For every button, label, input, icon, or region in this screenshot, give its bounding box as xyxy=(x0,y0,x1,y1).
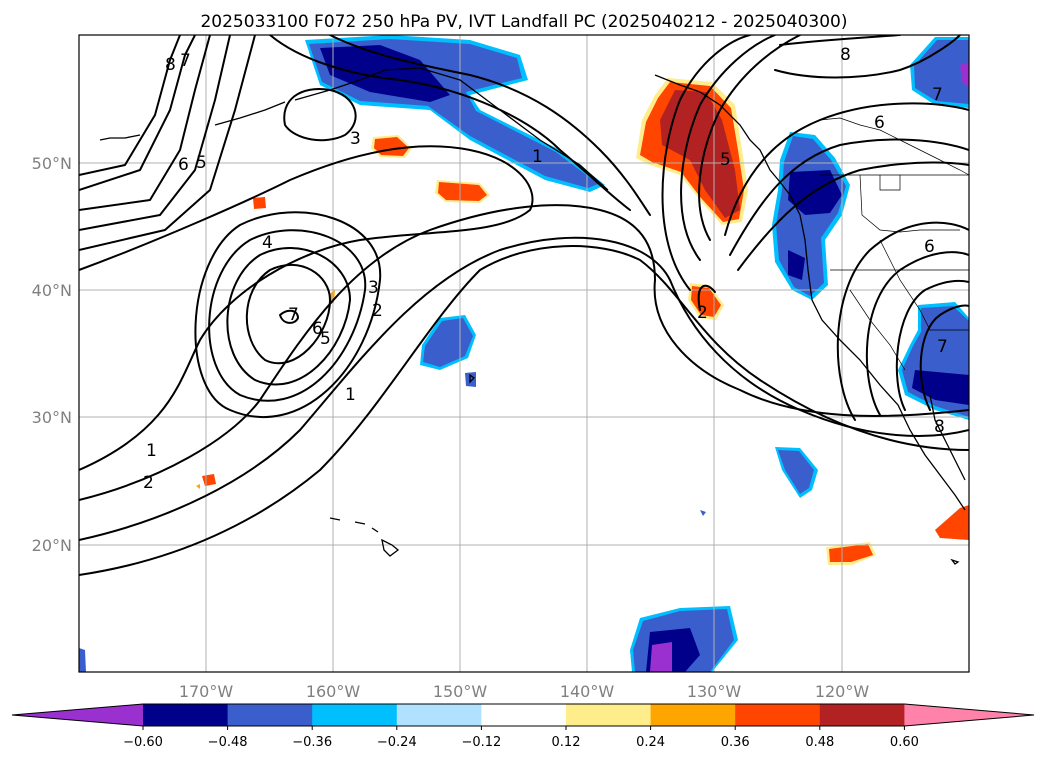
contour-label: 3 xyxy=(368,278,379,298)
colorbar-segment xyxy=(650,704,736,726)
colorbar-tick-label: −0.36 xyxy=(292,735,332,750)
map-gridlines xyxy=(79,35,969,672)
negative-anomaly-gulf-of-alaska xyxy=(305,35,605,192)
contour-label: 7 xyxy=(288,305,299,325)
contour-label: 5 xyxy=(720,150,731,170)
colorbar-tick-label: −0.24 xyxy=(377,735,417,750)
contour-label: 8 xyxy=(934,417,945,437)
contour-label: 5 xyxy=(196,153,207,173)
colorbar-extend-high xyxy=(904,704,1034,726)
colorbar-segment xyxy=(481,704,567,726)
colorbar-tick-label: −0.60 xyxy=(123,735,163,750)
longitude-labels: 170°W 160°W 150°W 140°W 130°W 120°W xyxy=(179,682,870,701)
contour-label: 3 xyxy=(350,129,361,149)
contour-label: 7 xyxy=(937,337,948,357)
negative-anomaly-us-west-coast xyxy=(772,132,850,300)
colorbar-segment xyxy=(566,704,652,726)
colorbar-segment xyxy=(227,704,313,726)
colorbar-segment xyxy=(312,704,398,726)
negative-anomaly-subtropical-east xyxy=(700,447,818,516)
colorbar-tick-label: 0.24 xyxy=(636,735,665,750)
contour-label: 7 xyxy=(932,85,943,105)
lat-label: 50°N xyxy=(32,154,72,173)
lon-label: 150°W xyxy=(433,682,488,701)
pc-shading xyxy=(79,35,969,672)
lon-label: 120°W xyxy=(815,682,870,701)
contour-label: 7 xyxy=(180,51,191,71)
latitude-labels: 50°N 40°N 30°N 20°N xyxy=(32,154,72,555)
positive-anomaly-pacific-northwest xyxy=(636,78,748,225)
lon-label: 160°W xyxy=(306,682,361,701)
colorbar-tick-label: −0.48 xyxy=(208,735,248,750)
lat-label: 30°N xyxy=(32,408,72,427)
contour-label: 8 xyxy=(165,55,176,75)
contour-label: 6 xyxy=(312,319,323,339)
colorbar-segment xyxy=(735,704,821,726)
colorbar-tick-label: 0.48 xyxy=(805,735,834,750)
map-frame xyxy=(78,34,970,673)
lat-label: 40°N xyxy=(32,281,72,300)
negative-anomaly-canada xyxy=(910,37,969,108)
colorbar-segment xyxy=(143,704,229,726)
contour-label: 8 xyxy=(840,45,851,65)
negative-anomaly-southwest-us xyxy=(898,302,969,420)
lon-label: 130°W xyxy=(687,682,742,701)
contour-label: 5 xyxy=(320,329,331,349)
colorbar-segment xyxy=(396,704,482,726)
colorbar-tick-label: 0.36 xyxy=(721,735,750,750)
lon-label: 140°W xyxy=(560,682,615,701)
lat-label: 20°N xyxy=(32,536,72,555)
colorbar: −0.60 −0.48 −0.36 −0.24 −0.12 0.12 0.24 0.36 0.4… xyxy=(11,703,1035,750)
map-panel: 8 7 6 5 3 1 4 7 6 5 3 2 1 2 1 8 7 6 5 2 xyxy=(78,34,970,673)
colorbar-extend-low xyxy=(12,704,143,726)
contour-label: 1 xyxy=(146,441,157,461)
contour-label: 2 xyxy=(143,473,154,493)
contour-label: 1 xyxy=(532,147,543,167)
colorbar-tick-label: 0.12 xyxy=(552,735,581,750)
negative-anomaly-tropics xyxy=(79,606,738,672)
figure-title: 2025033100 F072 250 hPa PV, IVT Landfall… xyxy=(200,12,847,32)
contour-label: 6 xyxy=(924,237,935,257)
contour-label: 6 xyxy=(874,113,885,133)
colorbar-tick-label: −0.12 xyxy=(461,735,501,750)
pv-contour-labels: 8 7 6 5 3 1 4 7 6 5 3 2 1 2 1 8 7 6 5 2 xyxy=(143,45,948,493)
contour-label: 6 xyxy=(178,155,189,175)
lon-label: 170°W xyxy=(179,682,234,701)
contour-label: 1 xyxy=(345,385,356,405)
contour-label: 2 xyxy=(697,303,708,323)
coastlines xyxy=(99,67,966,565)
colorbar-tick-label: 0.60 xyxy=(890,735,919,750)
contour-label: 2 xyxy=(372,301,383,321)
contour-label: 4 xyxy=(262,233,273,253)
colorbar-segment xyxy=(819,704,905,726)
pv-contours xyxy=(79,35,969,576)
